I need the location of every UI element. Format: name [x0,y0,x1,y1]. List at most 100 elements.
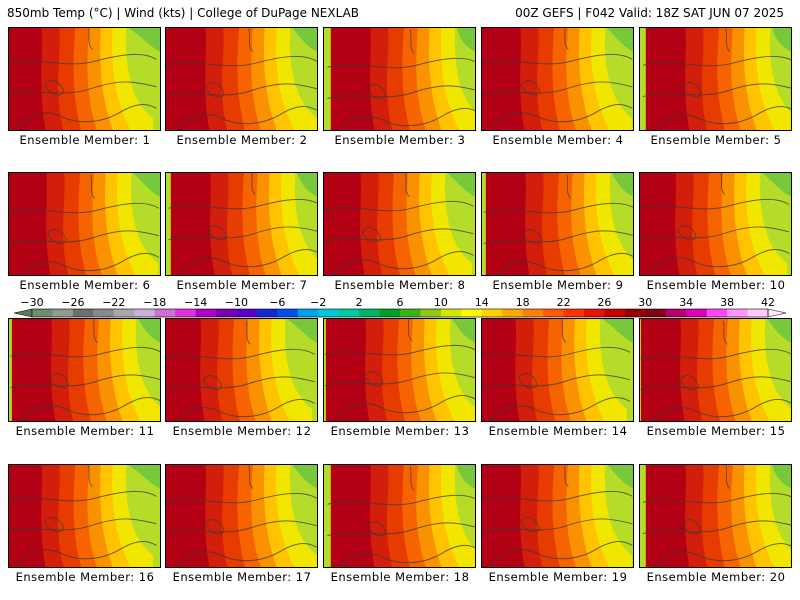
colorbar-frame [31,308,769,318]
temperature-field [324,28,475,130]
contour-line [642,492,791,504]
temperature-band [485,173,530,275]
temperature-band [9,465,46,567]
temperature-band [640,319,685,421]
cool-region [772,28,791,52]
ensemble-member-label: Ensemble Member: 19 [488,570,628,584]
temperature-field [482,319,633,421]
colorbar-swatch [481,309,503,317]
contour-line [9,202,160,214]
ensemble-member-label: Ensemble Member: 20 [646,570,786,584]
contour-line [482,490,633,502]
contour-line [245,320,251,345]
ensemble-member-map [639,464,792,568]
ensemble-member-map [639,172,792,276]
cool-region [602,319,633,343]
ensemble-member-label: Ensemble Member: 8 [334,278,466,292]
ensemble-member-label: Ensemble Member: 7 [176,278,308,292]
temperature-band [9,173,51,275]
contour-line [564,465,569,487]
contour-line [366,521,386,537]
colorbar-swatch [318,309,339,317]
colorbar-swatch [72,309,94,317]
temperature-band [11,319,56,421]
contour-line [44,80,64,96]
contour-line [15,541,157,566]
contour-line [682,82,702,98]
colorbar-swatch [645,309,667,317]
temperature-field [324,319,475,421]
temperature-field [166,465,317,567]
contour-line [642,520,791,535]
contour-line [482,374,631,388]
contour-line [20,396,160,421]
colorbar-tick-label: 42 [761,296,775,309]
colorbar-swatch [400,309,421,317]
colorbar-swatch [563,309,585,317]
ensemble-member-label: Ensemble Member: 18 [330,570,470,584]
contour-line [679,375,699,391]
ensemble-member-map [481,27,634,131]
model-run-info: 00Z GEFS | F042 Valid: 18Z SAT JUN 07 20… [515,6,784,20]
contour-line [324,228,474,242]
colorbar-tick-label: 38 [720,296,734,309]
ensemble-member-label: Ensemble Member: 17 [172,570,312,584]
contour-line [407,319,413,341]
contour-line [168,198,317,210]
ensemble-member-map [323,464,476,568]
temperature-field [640,319,791,421]
temperature-field [166,319,317,421]
contour-line [725,28,731,52]
temperature-band [170,173,215,275]
contour-line [15,104,157,129]
temperature-band [166,28,210,130]
contour-line [166,376,315,390]
colorbar-tick-label: 14 [475,296,489,309]
temperature-field [9,319,160,421]
temperature-field [324,465,475,567]
ensemble-member-map [639,318,792,422]
colorbar-swatch [665,309,687,317]
temperature-band [9,28,46,130]
contour-line [520,517,540,533]
ensemble-member-label: Ensemble Member: 16 [15,570,155,584]
colorbar-swatch [522,309,544,317]
cool-region [607,28,633,52]
ensemble-member-label: Ensemble Member: 11 [15,424,155,438]
colorbar-swatch [256,309,278,317]
contour-line [491,541,633,566]
temperature-field [9,28,160,130]
cool-region [128,28,160,52]
colorbar-tick-label: 6 [397,296,404,309]
temperature-field [9,173,160,275]
cool-region [767,319,791,343]
temperature-field [482,465,633,567]
colorbar-swatch [113,309,135,317]
contour-line [327,494,475,506]
contour-line [327,57,475,69]
colorbar-swatch [461,309,483,317]
colorbar-swatch [379,309,401,317]
colorbar-tick-label: 22 [557,296,571,309]
contour-line [177,249,317,274]
contour-line [640,198,790,210]
colorbar-swatch [338,309,360,317]
ensemble-member-label: Ensemble Member: 9 [492,278,624,292]
contour-line [361,227,381,243]
contour-line [518,373,538,389]
temperature-band [330,465,375,567]
temperature-colorbar: −30 −26 −22 −18 −14 −10 −6 −2 2 6 10 14 18 22 26 30 34 38… [13,296,787,318]
contour-line [205,82,225,98]
contour-line [722,320,728,345]
contour-line [168,226,317,241]
ensemble-member-map [8,318,161,422]
colorbar-max-arrow [767,308,787,318]
temperature-band [482,465,525,567]
contour-line [9,81,157,95]
contour-line [483,202,633,214]
ensemble-member-label: Ensemble Member: 5 [650,133,782,147]
ensemble-member-map [8,27,161,131]
contour-line [92,319,98,343]
ensemble-member-label: Ensemble Member: 12 [172,424,312,438]
ensemble-member-label: Ensemble Member: 14 [488,424,628,438]
